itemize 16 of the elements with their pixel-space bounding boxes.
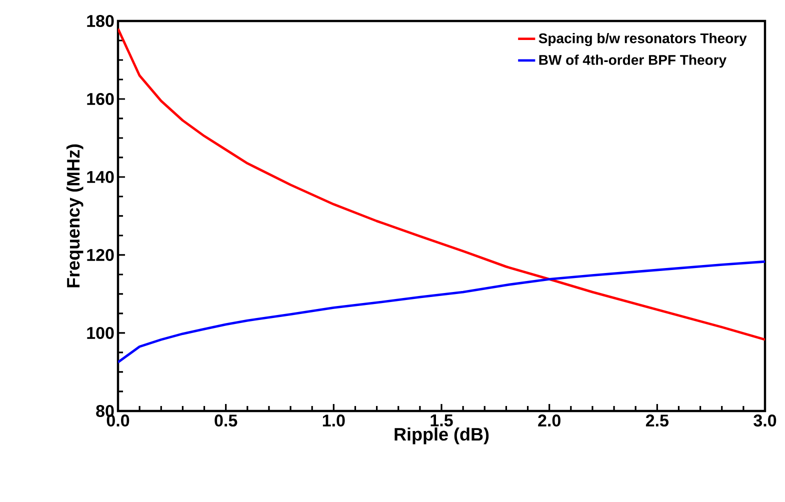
y-tick-label: 140 bbox=[87, 170, 114, 184]
x-tick-label: 1.0 bbox=[322, 414, 345, 427]
x-axis-title: Ripple (dB) bbox=[394, 427, 489, 444]
y-tick-label: 180 bbox=[87, 14, 114, 28]
x-tick-label: 0.5 bbox=[214, 414, 238, 427]
y-tick-label: 160 bbox=[87, 92, 114, 106]
y-axis-title: Frequency (MHz) bbox=[66, 144, 84, 288]
y-tick-label: 100 bbox=[87, 326, 114, 340]
x-tick-label: 3.0 bbox=[754, 414, 776, 427]
legend-label: Spacing b/w resonators Theory bbox=[538, 32, 747, 46]
y-tick-label: 120 bbox=[87, 248, 114, 262]
x-tick-label: 2.5 bbox=[646, 414, 669, 427]
x-tick-label: 2.0 bbox=[538, 414, 560, 427]
x-tick-label: 1.5 bbox=[430, 414, 453, 426]
x-tick-label: 0.0 bbox=[106, 414, 130, 427]
legend-label: BW of 4th-order BPF Theory bbox=[539, 54, 727, 68]
